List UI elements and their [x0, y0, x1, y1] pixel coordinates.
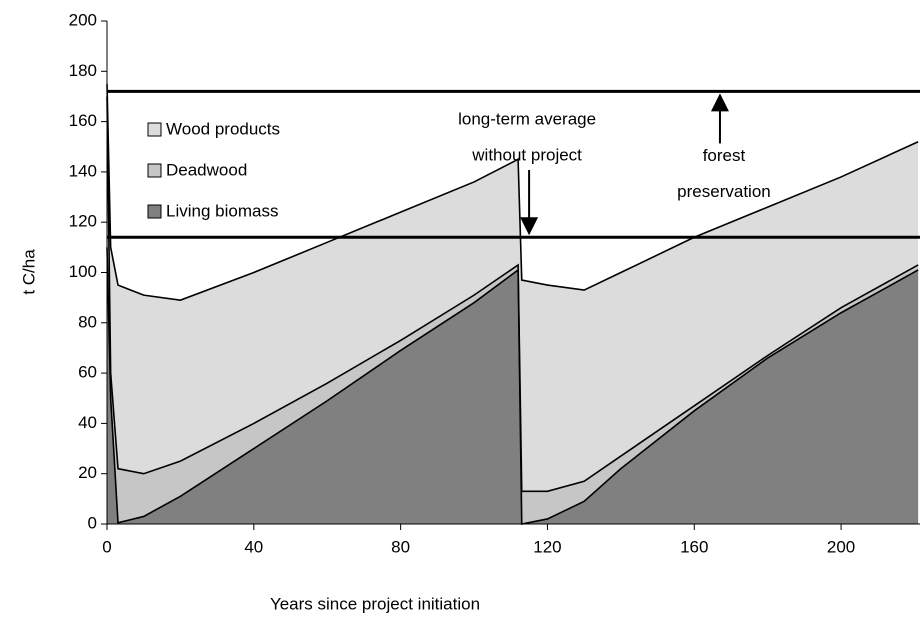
arrow-head [710, 93, 729, 112]
x-tick-label: 40 [244, 537, 263, 556]
x-axis-label: Years since project initiation [270, 594, 480, 613]
y-tick-label: 160 [69, 111, 97, 130]
legend-swatch [147, 122, 162, 137]
annotation: long-term average [458, 109, 596, 128]
area-outline [106, 96, 919, 493]
annotation: forest [703, 146, 746, 165]
x-tick-label: 200 [827, 537, 855, 556]
y-tick-label: 140 [69, 161, 97, 180]
y-tick-label: 80 [78, 312, 97, 331]
legend-swatch [147, 204, 162, 219]
y-tick-label: 100 [69, 262, 97, 281]
legend-label: Wood products [166, 119, 280, 138]
x-tick-label: 80 [391, 537, 410, 556]
x-tick-label: 0 [102, 537, 111, 556]
area-outline [106, 247, 919, 525]
area-outline [106, 83, 919, 301]
legend-label: Deadwood [166, 160, 247, 179]
y-tick-label: 120 [69, 212, 97, 231]
legend-swatch [147, 163, 162, 178]
y-tick-label: 200 [69, 10, 97, 29]
x-tick-label: 120 [533, 537, 561, 556]
area [107, 96, 919, 524]
y-tick-label: 180 [69, 61, 97, 80]
arrow-head [520, 217, 539, 236]
area [107, 83, 919, 492]
area [107, 247, 919, 524]
x-tick-label: 160 [680, 537, 708, 556]
y-tick-label: 0 [88, 513, 97, 532]
legend-label: Living biomass [166, 201, 278, 220]
annotation: without project [471, 145, 582, 164]
y-tick-label: 20 [78, 463, 97, 482]
y-tick-label: 60 [78, 363, 97, 382]
annotation: preservation [677, 182, 771, 201]
y-axis-label: t C/ha [19, 249, 38, 295]
y-tick-label: 40 [78, 413, 97, 432]
